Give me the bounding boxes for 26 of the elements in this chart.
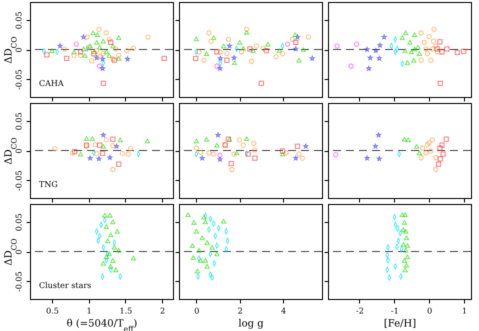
x-tick-label: 1 bbox=[462, 306, 468, 316]
x-tick-label: -1 bbox=[390, 306, 399, 316]
y-tick-label: 0.05 bbox=[14, 213, 24, 232]
x-tick-label: 2 bbox=[238, 306, 243, 316]
y-tick-label: 0 bbox=[14, 249, 24, 255]
x-tick-label: 2 bbox=[160, 306, 166, 316]
y-tick-label: 0.05 bbox=[14, 11, 24, 30]
x-axis-title: [Fe/H] bbox=[384, 318, 416, 330]
x-axis-title: θ (=5040/T$_{eff}$) bbox=[66, 318, 138, 331]
x-tick-label: 4 bbox=[280, 306, 286, 316]
y-tick-label: 0 bbox=[14, 148, 24, 154]
annotation: CAHA bbox=[39, 79, 64, 88]
x-tick-label: 0 bbox=[194, 306, 200, 316]
x-tick-label: 1 bbox=[86, 306, 92, 316]
y-tick-label: -0.05 bbox=[14, 271, 24, 292]
x-axis-title: log g bbox=[238, 318, 264, 330]
annotation: TNG bbox=[39, 180, 58, 189]
y-tick-label: -0.05 bbox=[14, 170, 24, 191]
y-tick-label: 0 bbox=[14, 47, 24, 53]
x-tick-label: 1.5 bbox=[119, 306, 132, 316]
x-tick-label: 0 bbox=[427, 306, 432, 316]
y-tick-label: 0.05 bbox=[14, 112, 24, 130]
annotation: Cluster stars bbox=[39, 281, 92, 290]
x-tick-label: 0.5 bbox=[46, 306, 59, 316]
y-tick-label: -0.05 bbox=[14, 69, 24, 90]
x-tick-label: -2 bbox=[356, 306, 364, 316]
